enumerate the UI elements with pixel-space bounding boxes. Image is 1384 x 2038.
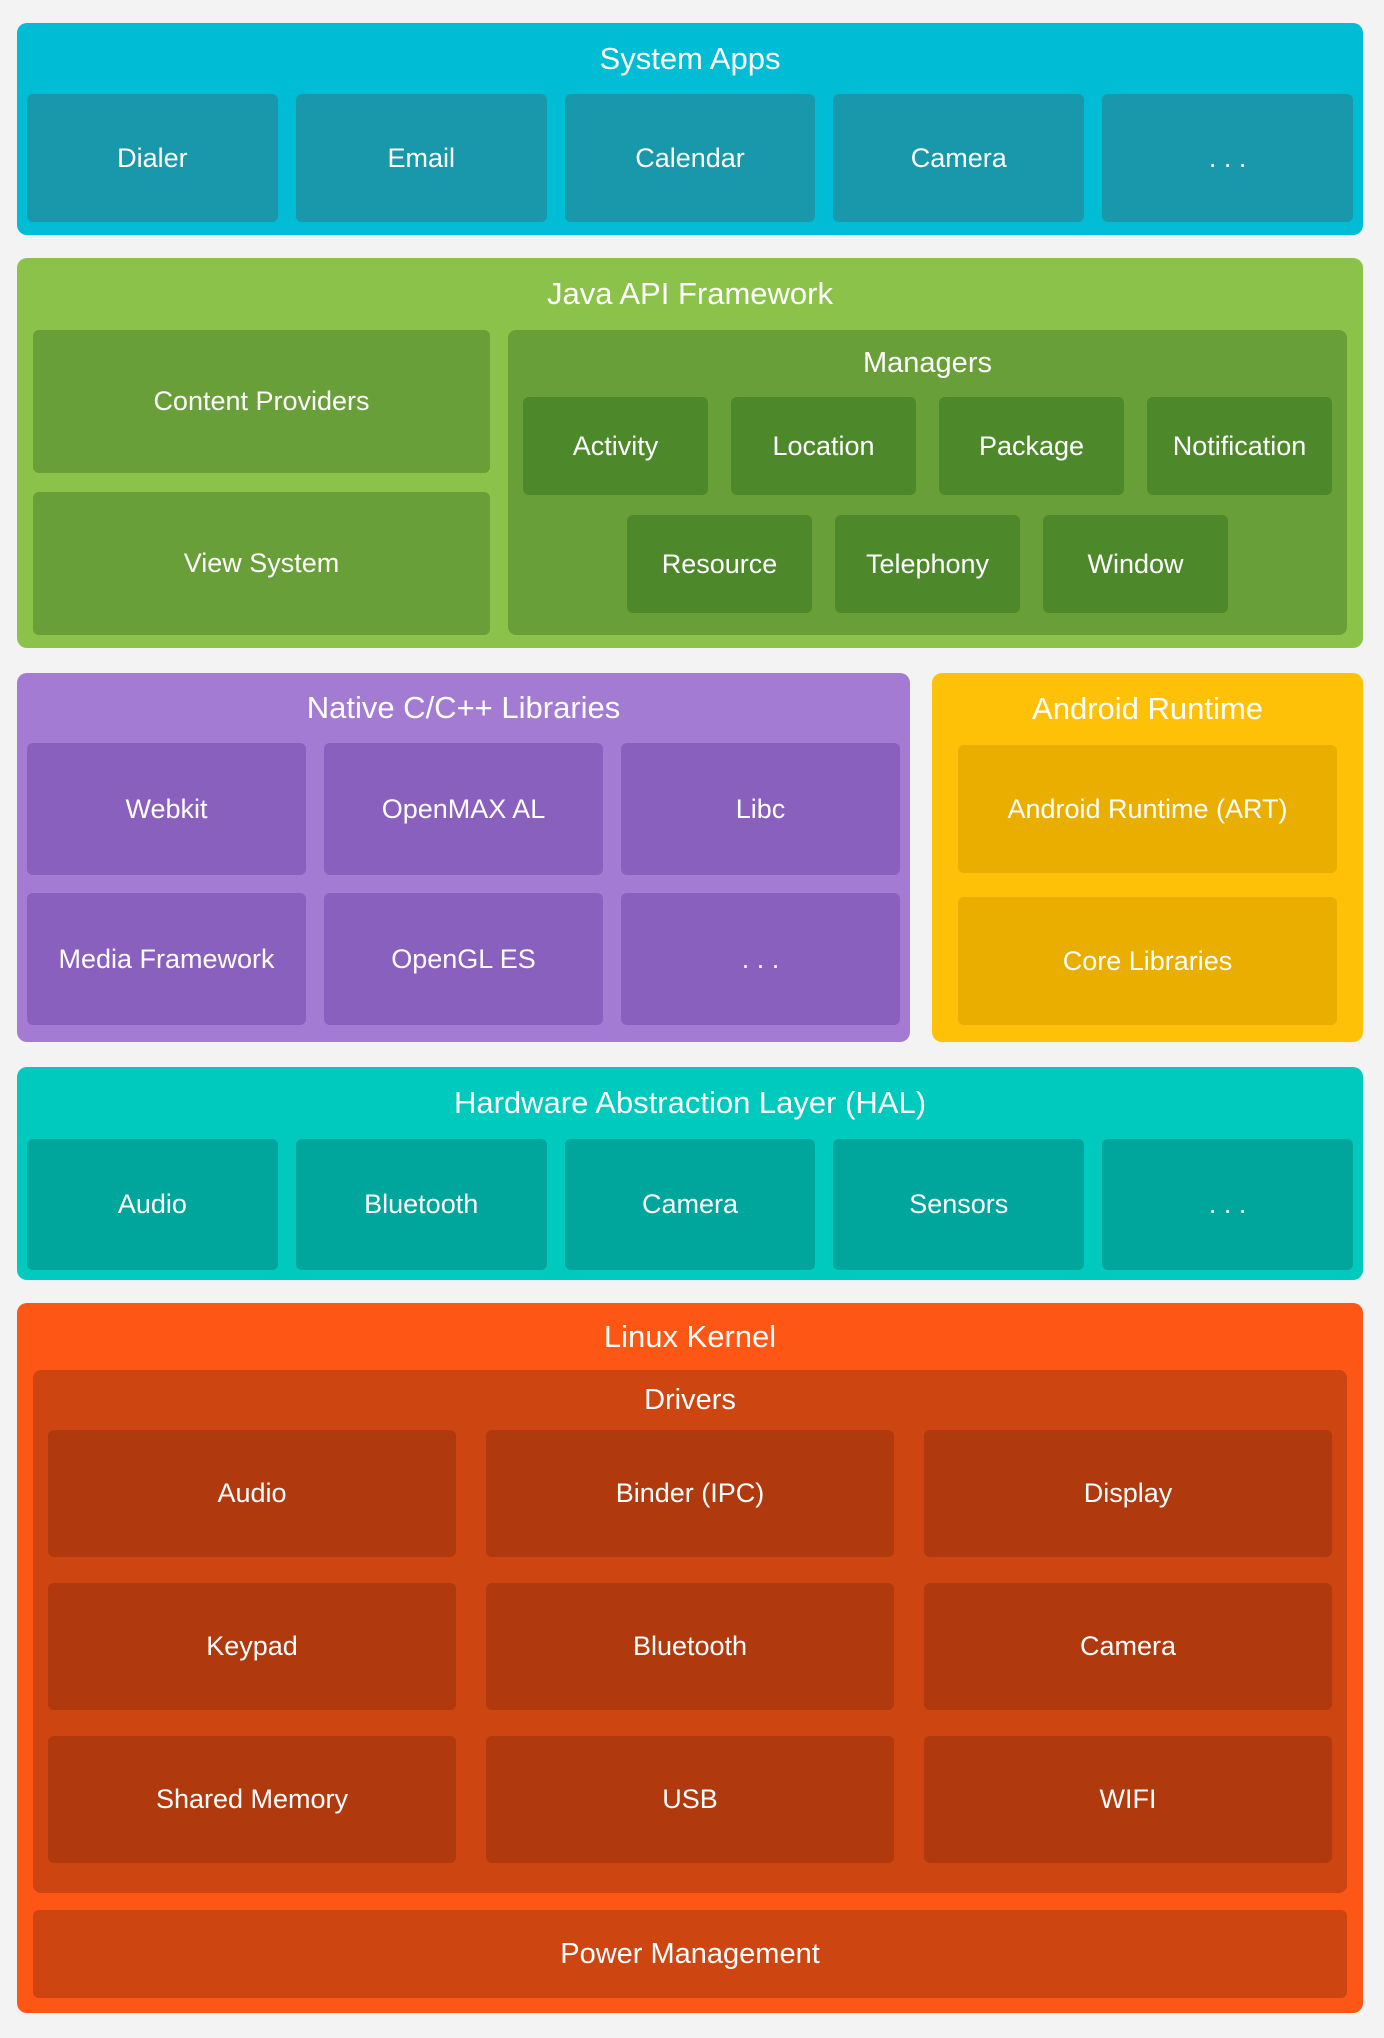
block-media-framework: Media Framework — [27, 893, 306, 1025]
block-camera-hal: Camera — [564, 1139, 816, 1270]
block-art: Android Runtime (ART) — [958, 745, 1337, 873]
block-camera-app: Camera — [833, 94, 1085, 222]
block-telephony-manager: Telephony — [835, 515, 1020, 613]
managers-title: Managers — [863, 347, 992, 379]
block-webkit: Webkit — [27, 743, 306, 875]
drivers-title: Drivers — [644, 1383, 736, 1416]
block-more-apps: . . . — [1102, 94, 1353, 222]
hal-row: Audio Bluetooth Camera Sensors . . . — [17, 1139, 1363, 1270]
drivers-row-3: Shared Memory USB WIFI — [33, 1736, 1347, 1863]
block-binder-ipc-driver: Binder (IPC) — [486, 1430, 894, 1557]
block-sensors-hal: Sensors — [833, 1139, 1085, 1270]
block-more-libraries: . . . — [621, 893, 900, 1025]
native-libraries-row-1: Webkit OpenMAX AL Libc — [17, 743, 910, 875]
block-usb-driver: USB — [486, 1736, 894, 1863]
block-activity-manager: Activity — [523, 397, 708, 495]
section-hal: Hardware Abstraction Layer (HAL) Audio B… — [17, 1067, 1363, 1280]
block-core-libraries: Core Libraries — [958, 897, 1337, 1025]
block-libc: Libc — [621, 743, 900, 875]
block-resource-manager: Resource — [627, 515, 812, 613]
native-libraries-title: Native C/C++ Libraries — [306, 690, 621, 725]
block-shared-memory-driver: Shared Memory — [48, 1736, 456, 1863]
system-apps-title: System Apps — [599, 40, 781, 76]
java-api-content: Content Providers View System Managers A… — [17, 330, 1363, 635]
managers-row-1: Activity Location Package Notification — [508, 397, 1347, 495]
drivers-row-2: Keypad Bluetooth Camera — [33, 1583, 1347, 1710]
java-left-column: Content Providers View System — [33, 330, 490, 635]
android-runtime-title: Android Runtime — [1032, 691, 1263, 726]
block-power-management: Power Management — [33, 1910, 1347, 1998]
block-audio-hal: Audio — [27, 1139, 278, 1270]
linux-kernel-title: Linux Kernel — [603, 1318, 777, 1354]
drivers-row-1: Audio Binder (IPC) Display — [33, 1430, 1347, 1557]
native-libraries-row-2: Media Framework OpenGL ES . . . — [17, 893, 910, 1025]
block-bluetooth-hal: Bluetooth — [295, 1139, 547, 1270]
block-calendar: Calendar — [564, 94, 816, 222]
libraries-runtime-row: Native C/C++ Libraries Webkit OpenMAX AL… — [17, 673, 1363, 1042]
block-package-manager: Package — [939, 397, 1124, 495]
block-bluetooth-driver: Bluetooth — [486, 1583, 894, 1710]
section-android-runtime: Android Runtime Android Runtime (ART) Co… — [932, 673, 1363, 1042]
section-native-libraries: Native C/C++ Libraries Webkit OpenMAX AL… — [17, 673, 910, 1042]
block-wifi-driver: WIFI — [924, 1736, 1332, 1863]
section-system-apps: System Apps Dialer Email Calendar Camera… — [17, 23, 1363, 235]
block-view-system: View System — [33, 492, 490, 635]
block-camera-driver: Camera — [924, 1583, 1332, 1710]
block-content-providers: Content Providers — [33, 330, 490, 473]
block-display-driver: Display — [924, 1430, 1332, 1557]
block-location-manager: Location — [731, 397, 916, 495]
managers-container: Managers Activity Location Package Notif… — [508, 330, 1347, 635]
block-window-manager: Window — [1043, 515, 1228, 613]
section-java-api-framework: Java API Framework Content Providers Vie… — [17, 258, 1363, 648]
block-openmax-al: OpenMAX AL — [324, 743, 603, 875]
hal-title: Hardware Abstraction Layer (HAL) — [453, 1085, 927, 1120]
block-email: Email — [295, 94, 547, 222]
block-keypad-driver: Keypad — [48, 1583, 456, 1710]
system-apps-row: Dialer Email Calendar Camera . . . — [17, 94, 1363, 222]
section-linux-kernel: Linux Kernel Drivers Audio Binder (IPC) … — [17, 1303, 1363, 2013]
block-opengl-es: OpenGL ES — [324, 893, 603, 1025]
block-notification-manager: Notification — [1147, 397, 1332, 495]
block-dialer: Dialer — [27, 94, 278, 222]
java-api-title: Java API Framework — [547, 276, 833, 311]
android-runtime-column: Android Runtime (ART) Core Libraries — [932, 745, 1363, 1025]
block-more-hal: . . . — [1102, 1139, 1353, 1270]
drivers-container: Drivers Audio Binder (IPC) Display Keypa… — [33, 1370, 1347, 1893]
block-audio-driver: Audio — [48, 1430, 456, 1557]
managers-row-2: Resource Telephony Window — [508, 515, 1347, 613]
